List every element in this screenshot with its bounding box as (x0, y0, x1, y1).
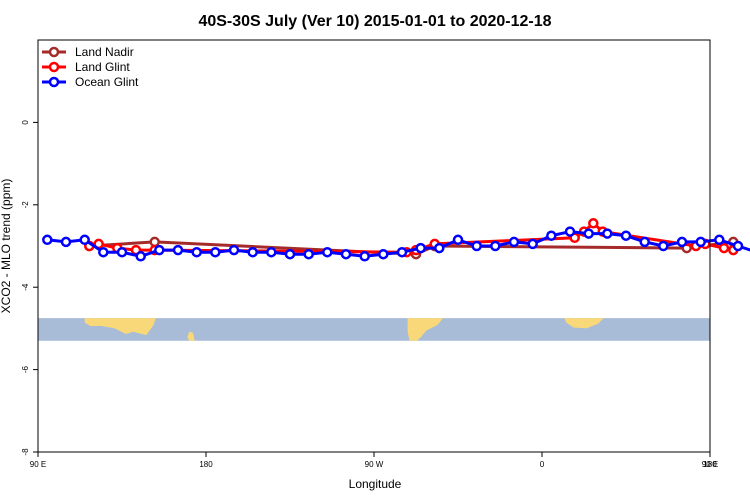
legend-swatch-marker (48, 76, 60, 88)
data-point-ocean-glint (135, 251, 146, 262)
data-point-ocean-glint (471, 240, 482, 252)
data-point-ocean-glint (546, 230, 557, 241)
x-tick-label: 180 (199, 460, 213, 469)
data-point-ocean-glint (191, 246, 202, 258)
data-point-ocean-glint (210, 246, 221, 258)
data-point-ocean-glint (359, 251, 370, 262)
data-point-ocean-glint (434, 242, 445, 254)
x-tick-label: 90 E (30, 460, 46, 469)
data-point-ocean-glint (116, 246, 128, 258)
x-tick-label: 180 (703, 460, 717, 469)
data-point-ocean-glint (620, 230, 632, 241)
legend-item-land-glint: Land Glint (42, 60, 130, 74)
map-ocean (38, 318, 710, 341)
y-tick-label: -4 (21, 283, 30, 291)
data-point-ocean-glint (732, 240, 744, 252)
legend-item-land-nadir: Land Nadir (42, 45, 134, 59)
y-axis-label: XCO2 - MLO trend (ppm) (0, 179, 13, 314)
x-tick-label: 90 E (702, 460, 718, 469)
legend-label: Land Nadir (75, 45, 134, 59)
data-point-ocean-glint (266, 246, 277, 258)
map-strip (38, 318, 710, 341)
data-point-ocean-glint (527, 238, 538, 250)
land-southern-africa (564, 318, 604, 329)
data-point-ocean-glint (415, 242, 426, 254)
y-axis: 0 -2 -4 -6 -8 (21, 120, 38, 456)
series-ocean-glint (42, 226, 750, 262)
land-australia (84, 318, 156, 336)
data-point-ocean-glint (340, 248, 352, 260)
legend-swatch-marker (48, 46, 60, 58)
series-layer (42, 218, 750, 262)
data-point-ocean-glint (284, 248, 296, 260)
data-point-ocean-glint (602, 228, 613, 239)
data-point-ocean-glint (396, 246, 408, 258)
data-point-ocean-glint (639, 236, 650, 248)
y-tick-label: 0 (21, 120, 30, 125)
data-point-land-glint (588, 218, 599, 229)
chart-title: 40S-30S July (Ver 10) 2015-01-01 to 2020… (198, 13, 551, 30)
data-point-ocean-glint (79, 234, 90, 246)
data-point-ocean-glint (322, 246, 333, 258)
data-point-ocean-glint (508, 236, 520, 248)
land-new-zealand (187, 331, 195, 341)
data-point-ocean-glint (60, 236, 72, 248)
data-point-ocean-glint (695, 236, 706, 248)
data-point-ocean-glint (247, 246, 258, 258)
data-point-ocean-glint (564, 226, 576, 237)
land-south-america (407, 318, 444, 341)
data-point-ocean-glint (676, 236, 688, 248)
data-point-ocean-glint (303, 248, 314, 260)
legend-label: Ocean Glint (75, 75, 139, 89)
data-point-land-glint (718, 242, 730, 254)
data-point-ocean-glint (658, 240, 669, 252)
data-point-ocean-glint (42, 234, 53, 246)
data-point-ocean-glint (228, 244, 240, 256)
legend-label: Land Glint (75, 60, 130, 74)
y-tick-label: -2 (21, 201, 30, 209)
legend-swatch-marker (48, 61, 60, 73)
data-point-ocean-glint (714, 234, 725, 246)
data-point-ocean-glint (583, 228, 594, 239)
data-point-ocean-glint (154, 244, 165, 256)
y-tick-label: -6 (21, 365, 30, 373)
data-point-land-nadir (149, 236, 160, 248)
x-tick-label: 90 W (365, 460, 384, 469)
data-point-ocean-glint (172, 244, 184, 256)
data-point-ocean-glint (98, 246, 109, 258)
data-point-ocean-glint (490, 240, 501, 252)
x-axis-label: Longitude (349, 477, 402, 491)
legend-item-ocean-glint: Ocean Glint (42, 75, 139, 89)
data-point-ocean-glint (452, 234, 464, 246)
y-tick-label: -8 (21, 448, 30, 456)
data-point-ocean-glint (378, 248, 389, 260)
x-tick-label: 0 (540, 460, 545, 469)
